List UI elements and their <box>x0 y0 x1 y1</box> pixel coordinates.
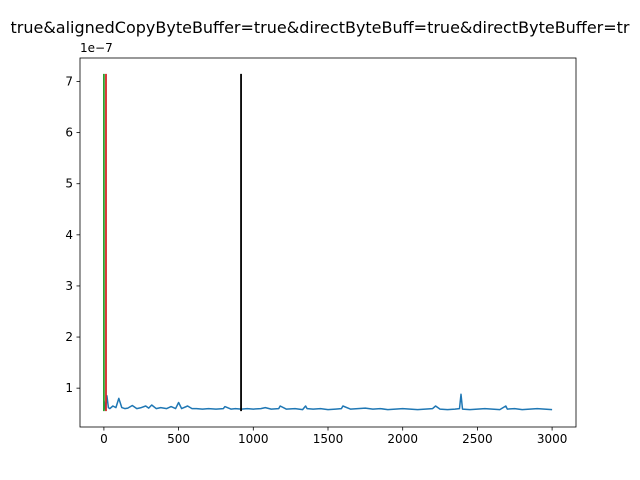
vertical-lines-layer <box>103 73 242 412</box>
y-tick-label: 5 <box>65 177 73 191</box>
y-tick-label: 3 <box>65 279 73 293</box>
x-tick-label: 1000 <box>238 432 269 446</box>
plot-frame <box>79 57 577 428</box>
plot-data-layer <box>103 393 553 411</box>
x-tick-label: 1500 <box>313 432 344 446</box>
y-tick-label: 1 <box>65 381 73 395</box>
y-tick-label: 6 <box>65 126 73 140</box>
series-line-0 <box>103 393 553 411</box>
y-tick-label: 4 <box>65 228 73 242</box>
y-tick-label: 2 <box>65 330 73 344</box>
x-tick-label: 3000 <box>537 432 568 446</box>
x-tick-label: 2000 <box>387 432 418 446</box>
x-tick-label: 0 <box>100 432 108 446</box>
y-axis: 1 2 3 4 5 6 7 <box>65 75 80 395</box>
chart-title: true&alignedCopyByteBuffer=true&directBy… <box>10 18 629 37</box>
x-tick-label: 2500 <box>462 432 493 446</box>
y-offset-label: 1e−7 <box>80 41 113 55</box>
x-axis: 0 500 1000 1500 2000 2500 3000 <box>100 427 567 446</box>
y-tick-label: 7 <box>65 75 73 89</box>
x-tick-label: 500 <box>167 432 190 446</box>
